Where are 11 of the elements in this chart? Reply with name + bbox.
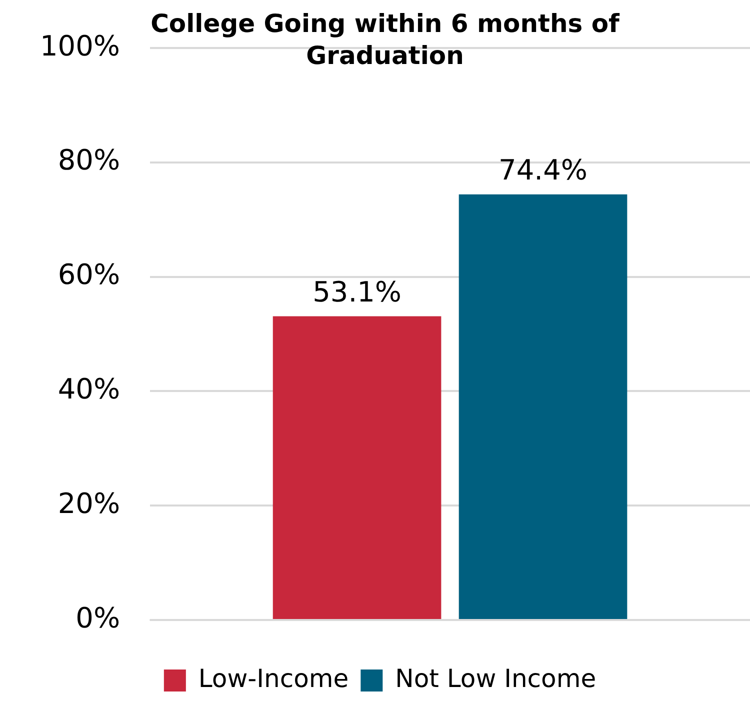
y-tick-label: 100% — [40, 29, 120, 62]
data-label: 53.1% — [312, 276, 402, 309]
legend-label: Not Low Income — [395, 664, 596, 693]
y-tick-label: 80% — [58, 144, 120, 177]
data-label: 74.4% — [498, 154, 588, 187]
y-tick-label: 20% — [58, 486, 120, 520]
y-tick-label: 0% — [76, 601, 120, 634]
chart-title: College Going within 6 months of Graduation — [150, 8, 620, 72]
y-tick-label: 40% — [58, 372, 120, 406]
legend-label: Low-Income — [198, 664, 349, 693]
y-tick-label: 60% — [58, 258, 120, 292]
